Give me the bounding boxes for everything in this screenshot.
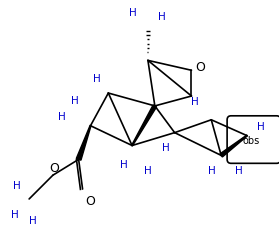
Text: O: O — [195, 61, 205, 74]
Text: H: H — [257, 121, 265, 131]
Polygon shape — [76, 126, 91, 160]
Text: H: H — [191, 96, 198, 106]
Text: H: H — [129, 8, 137, 18]
Text: H: H — [13, 180, 21, 190]
Polygon shape — [220, 136, 247, 157]
Text: O: O — [86, 194, 95, 207]
Text: H: H — [208, 165, 216, 175]
Text: H: H — [235, 165, 243, 175]
Text: H: H — [93, 74, 101, 84]
Text: H: H — [120, 160, 128, 170]
Text: H: H — [144, 165, 152, 175]
Polygon shape — [132, 106, 157, 146]
Text: O: O — [49, 161, 59, 174]
Text: obs: obs — [242, 135, 260, 145]
Text: H: H — [58, 111, 66, 121]
Text: H: H — [11, 209, 19, 219]
Text: H: H — [71, 96, 79, 106]
Text: H: H — [29, 215, 37, 225]
Text: H: H — [158, 12, 165, 22]
Text: H: H — [162, 143, 169, 153]
